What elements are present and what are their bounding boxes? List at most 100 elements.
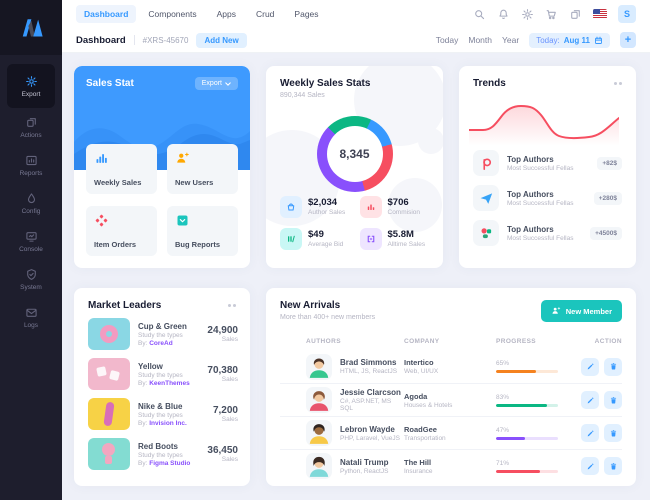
add-event-button[interactable]: +: [620, 32, 636, 48]
column-authors: AUTHORS: [306, 337, 341, 345]
delete-button[interactable]: [604, 391, 622, 409]
product-desc: Study the types: [138, 371, 183, 379]
sales-label: Sales: [221, 336, 238, 343]
delete-button[interactable]: [604, 457, 622, 475]
progress-percent: 65%: [496, 360, 510, 367]
cart-icon[interactable]: [545, 8, 558, 21]
weekly-stats-grid: $2,034 Author Sales $706 Commision: [280, 196, 433, 250]
more-options-icon[interactable]: [228, 304, 236, 307]
delete-button[interactable]: [604, 424, 622, 442]
sales-count: 36,450: [207, 445, 238, 456]
export-dropdown-button[interactable]: Export: [194, 77, 238, 90]
main-menu: Dashboard Components Apps Crud Pages: [76, 5, 327, 23]
new-arrivals-card: New Arrivals More than 400+ new members …: [266, 288, 636, 486]
by-label: By:: [138, 419, 148, 427]
stat-value: $2,034: [308, 196, 338, 208]
left-sidebar: Export Actions Reports Config Console: [0, 55, 62, 500]
author-name[interactable]: Brad Simmons: [340, 358, 397, 367]
delete-button[interactable]: [604, 357, 622, 376]
page-code: #XRS-45670: [142, 35, 189, 45]
company-name: Intertico: [404, 358, 434, 367]
export-label: Export: [201, 80, 222, 87]
bell-icon[interactable]: [497, 8, 510, 21]
gear-icon[interactable]: [521, 8, 534, 21]
author-name[interactable]: Natali Trump: [340, 457, 389, 467]
author-name[interactable]: Jessie Clarcson: [340, 388, 401, 397]
sidebar-item-config[interactable]: Config: [7, 184, 55, 222]
company-sector: Insurance: [404, 467, 433, 475]
archive-box-icon: [175, 213, 190, 228]
author-name[interactable]: Lebron Wayde: [340, 424, 395, 434]
sidebar-item-export[interactable]: Export: [7, 64, 55, 108]
range-link-month[interactable]: Month: [468, 35, 492, 45]
calendar-icon: [594, 36, 603, 45]
vendor-link[interactable]: Figma Studio: [149, 459, 191, 467]
tile-item-orders[interactable]: Item Orders: [86, 206, 157, 256]
sidebar-item-console[interactable]: Console: [7, 222, 55, 260]
progress-bar: [496, 436, 558, 440]
chart-bars-icon: [359, 196, 382, 218]
menu-item-apps[interactable]: Apps: [216, 9, 236, 19]
new-member-button[interactable]: New Member: [540, 300, 622, 322]
company-sector: Transportation: [404, 434, 446, 442]
edit-button[interactable]: [581, 357, 599, 376]
pencil-icon: [587, 363, 593, 370]
by-label: By:: [138, 459, 148, 467]
date-value: Aug 11: [563, 35, 590, 45]
sidebar-item-reports[interactable]: Reports: [7, 146, 55, 184]
date-picker-button[interactable]: Today: Aug 11: [529, 32, 610, 48]
copy-icon[interactable]: [569, 8, 582, 21]
by-label: By:: [138, 379, 148, 387]
sidebar-item-logs[interactable]: Logs: [7, 298, 55, 336]
menu-item-pages[interactable]: Pages: [294, 9, 319, 19]
stat-label: Average Bid: [308, 241, 344, 249]
menu-item-crud[interactable]: Crud: [255, 9, 275, 19]
stat-commission: $706 Commision: [359, 196, 434, 218]
sales-label: Sales: [221, 416, 238, 423]
card-title: Trends: [473, 78, 506, 89]
tile-new-users[interactable]: New Users: [167, 144, 238, 194]
trend-title: Top Authors: [507, 189, 554, 199]
user-avatar-button[interactable]: S: [618, 5, 636, 23]
sales-count: 7,200: [212, 405, 238, 416]
avatar: [306, 387, 332, 413]
market-leaders-list: Cup & Green Study the types By: CoreAd 2…: [88, 318, 238, 478]
edit-button[interactable]: [581, 391, 599, 409]
range-link-today[interactable]: Today: [435, 35, 459, 45]
progress-percent: 71%: [496, 459, 510, 467]
trend-item[interactable]: Top Authors Most Successful Fellas +4500…: [473, 220, 622, 246]
donut-hole: 8,345: [326, 126, 383, 182]
trend-item[interactable]: Top Authors Most Successful Fellas +280$: [473, 185, 622, 211]
search-icon[interactable]: [473, 8, 486, 21]
trends-card: Trends Top A: [459, 66, 636, 268]
sales-count: 70,380: [207, 365, 238, 376]
range-link-year[interactable]: Year: [502, 35, 520, 45]
add-new-button[interactable]: Add New: [196, 32, 247, 48]
stat-label: Alltime Sales: [387, 241, 426, 249]
stat-author-sales: $2,034 Author Sales: [280, 196, 354, 218]
menu-item-components[interactable]: Components: [148, 9, 197, 19]
sidebar-item-actions[interactable]: Actions: [7, 108, 55, 146]
vendor-link[interactable]: Invision Inc.: [149, 419, 187, 427]
tile-weekly-sales[interactable]: Weekly Sales: [86, 144, 157, 194]
more-options-icon[interactable]: [614, 82, 622, 85]
sidebar-item-label: System: [20, 283, 42, 291]
edit-button[interactable]: [581, 424, 599, 442]
author-skills: C#, ASP.NET, MS SQL: [340, 398, 392, 412]
card-subtitle: 890,344 Sales: [280, 92, 325, 99]
edit-button[interactable]: [581, 457, 599, 475]
vendor-link[interactable]: CoreAd: [149, 339, 173, 347]
app-logo[interactable]: [0, 0, 62, 55]
tile-bug-reports[interactable]: Bug Reports: [167, 206, 238, 256]
sidebar-item-label: Reports: [19, 169, 43, 177]
sidebar-item-system[interactable]: System: [7, 260, 55, 298]
stat-label: Commision: [387, 209, 421, 217]
avatar: [306, 420, 332, 446]
language-flag-us[interactable]: [593, 9, 607, 19]
vendor-link[interactable]: KeenThemes: [149, 379, 190, 387]
progress-bar: [496, 403, 558, 407]
trend-item[interactable]: Top Authors Most Successful Fellas +82$: [473, 150, 622, 176]
menu-item-dashboard[interactable]: Dashboard: [76, 5, 137, 23]
trend-badge: +280$: [593, 191, 622, 205]
